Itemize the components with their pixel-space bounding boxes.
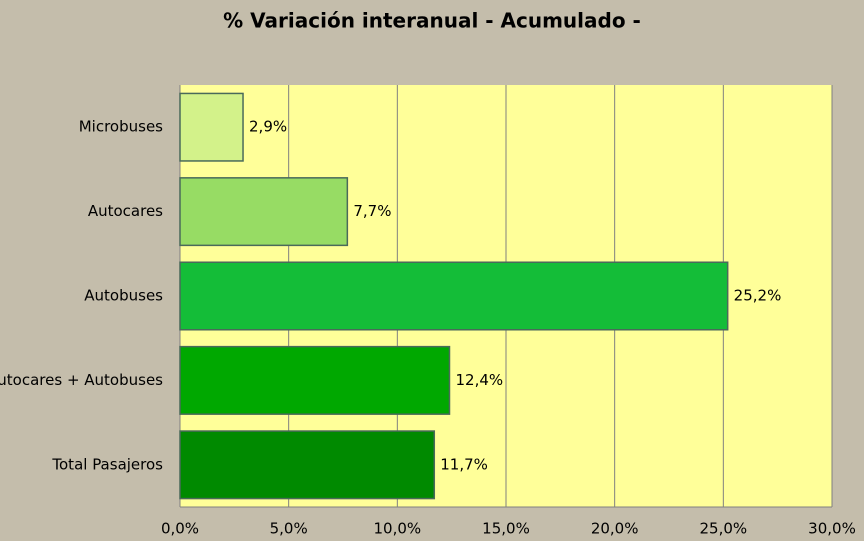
value-label: 25,2% <box>734 287 782 305</box>
x-tick-label: 0,0% <box>161 520 199 538</box>
chart-title: % Variación interanual - Acumulado - <box>223 9 641 33</box>
value-label: 2,9% <box>249 118 287 136</box>
y-tick-label: Autocares <box>88 202 163 220</box>
bar <box>179 177 349 247</box>
y-tick-label: Total Pasajeros <box>51 455 163 473</box>
value-label: 7,7% <box>353 202 391 220</box>
y-tick-label: Microbuses <box>79 118 163 136</box>
x-tick-label: 5,0% <box>270 520 308 538</box>
bar <box>179 261 729 331</box>
bar <box>179 345 451 415</box>
y-tick-label: Autocares + Autobuses <box>0 371 163 389</box>
value-label: 12,4% <box>455 371 503 389</box>
bar <box>179 92 244 162</box>
x-tick-label: 15,0% <box>482 520 530 538</box>
value-label: 11,7% <box>440 455 488 473</box>
x-tick-label: 25,0% <box>700 520 748 538</box>
x-tick-label: 30,0% <box>808 520 856 538</box>
x-tick-label: 10,0% <box>374 520 422 538</box>
x-tick-label: 20,0% <box>591 520 639 538</box>
bar <box>179 430 436 500</box>
y-tick-label: Autobuses <box>84 287 163 305</box>
